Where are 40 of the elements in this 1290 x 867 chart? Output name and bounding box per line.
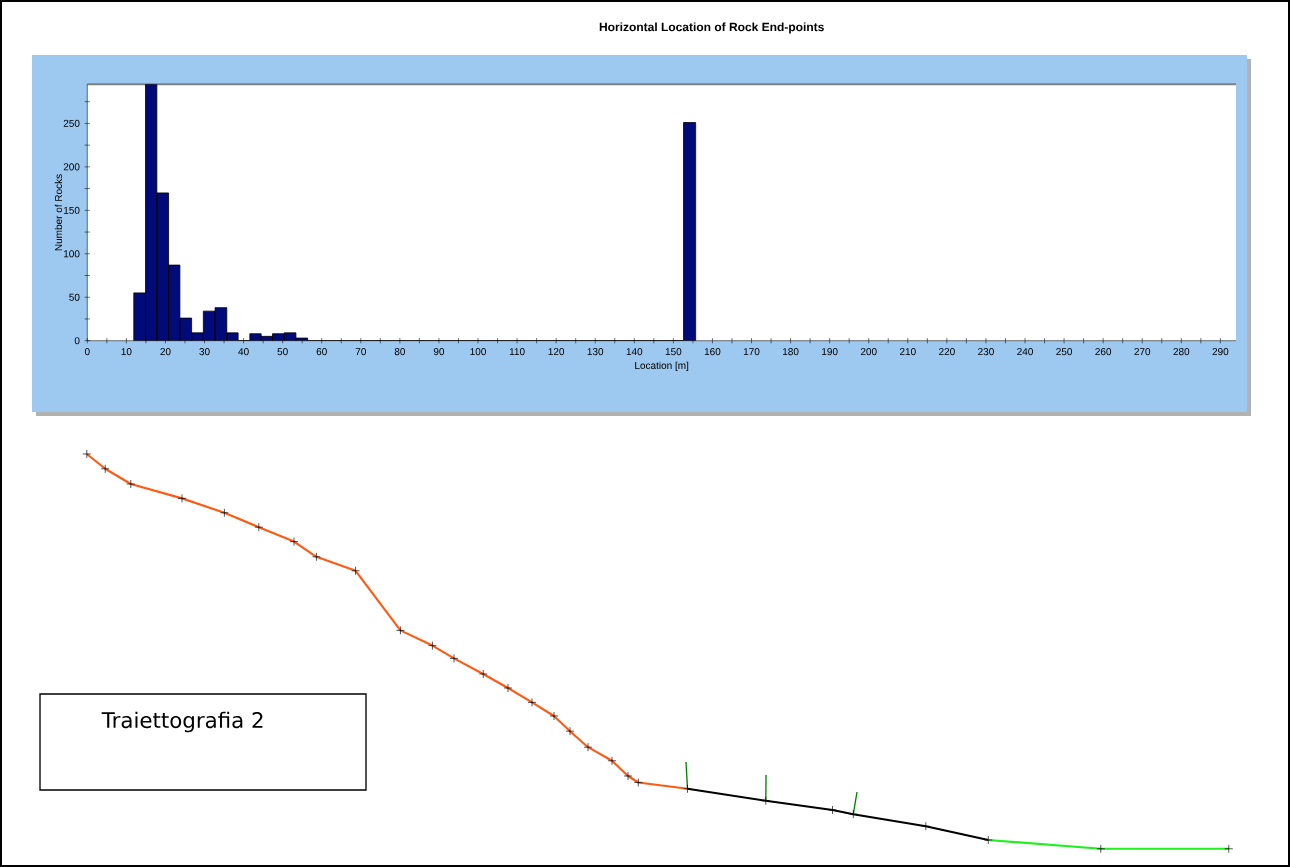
x-tick-label: 100 [470,348,486,356]
x-tick-label: 130 [587,348,604,356]
x-tick-label: 90 [433,348,445,356]
y-tick-label: 50 [69,293,80,301]
x-tick-label: 210 [899,348,916,356]
x-tick-label: 160 [704,348,721,356]
x-tick-label: 180 [783,348,799,356]
x-tick-label: 50 [277,348,288,356]
x-tick-label: 280 [1173,348,1190,356]
x-tick-label: 70 [355,348,366,356]
x-tick-label: 0 [84,348,90,356]
x-tick-label: 250 [1056,348,1073,356]
y-tick-label: 100 [63,250,80,258]
x-tick-label: 260 [1095,348,1112,356]
y-tick-label: 0 [74,337,80,345]
x-tick-label: 200 [860,348,877,356]
x-tick-label: 10 [121,348,132,356]
y-tick-label: 200 [63,163,80,171]
x-tick-label: 30 [199,348,210,356]
x-tick-label: 80 [394,348,406,356]
x-axis-title: Location [m] [635,361,689,371]
y-axis-title: Number of Rocks [54,174,63,251]
x-tick-label: 120 [548,348,565,356]
chart-title: Horizontal Location of Rock End-points [599,22,824,34]
x-tick-label: 110 [509,348,525,356]
x-tick-label: 290 [1212,348,1229,356]
x-tick-label: 40 [238,348,249,356]
x-tick-label: 150 [665,348,682,356]
x-tick-label: 230 [978,348,994,356]
x-tick-label: 170 [743,348,760,356]
text: Traiettografia 2 [101,711,263,733]
y-tick-label: 250 [63,119,80,127]
y-tick-label: 150 [63,206,80,214]
x-tick-label: 220 [939,348,955,356]
x-tick-label: 190 [822,348,838,356]
x-tick-label: 60 [316,348,327,356]
x-tick-label: 140 [626,348,643,356]
x-tick-label: 270 [1134,348,1151,356]
x-tick-label: 240 [1017,348,1033,356]
x-tick-label: 20 [160,348,171,356]
